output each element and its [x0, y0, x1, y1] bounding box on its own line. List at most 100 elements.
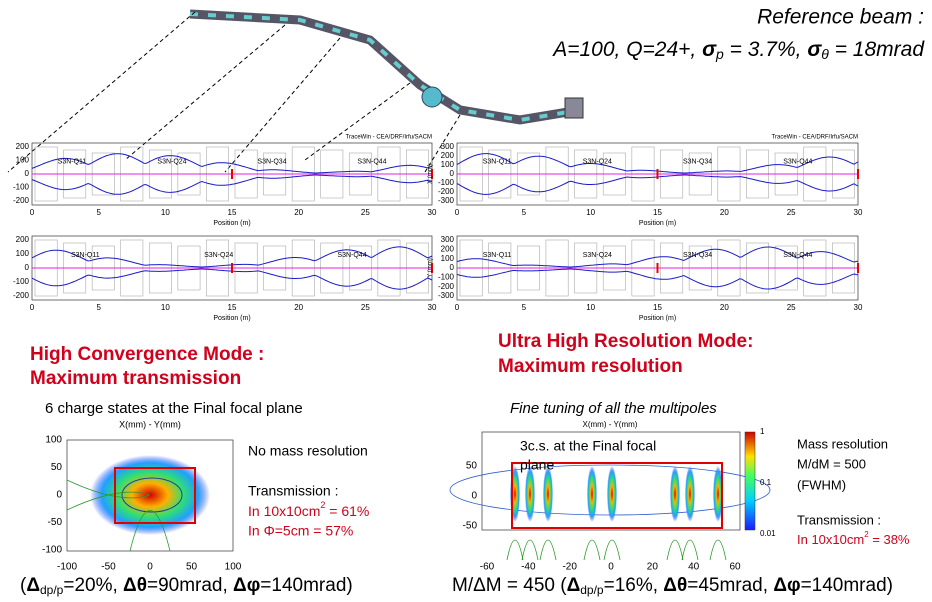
- y-tick-label: -100: [42, 545, 62, 556]
- y-tick-label: 0: [56, 490, 62, 501]
- peak: [685, 466, 695, 522]
- annotation: 3c.s. at the Final focal: [520, 438, 656, 454]
- y-tick-label: -200: [438, 187, 455, 196]
- x-axis-label: Position (m): [639, 315, 676, 322]
- x-tick-label: 10: [161, 208, 170, 217]
- y-tick-label: -200: [13, 196, 30, 205]
- quad-label: S3N-Q34: [683, 158, 712, 165]
- transmission-value: In 10x10cm2 = 61%: [248, 500, 369, 518]
- x-axis-label: Position (m): [639, 220, 676, 227]
- x-tick-label: 15: [228, 303, 237, 312]
- x-tick-label: 40: [688, 562, 700, 573]
- envelope-plot: S3N-Q11 S3N-Q24 S3N-Q34 S3N-Q443002001000-1…: [428, 135, 863, 227]
- peak: [587, 466, 597, 522]
- y-tick-label: 0: [25, 263, 30, 272]
- x-tick-label: 20: [294, 208, 303, 217]
- x-tick-label: -20: [562, 562, 577, 573]
- x-tick-label: 5: [522, 303, 527, 312]
- envelope: [31, 153, 433, 174]
- scatter-plot: [449, 431, 771, 561]
- quad-label: S3N-Q11: [58, 158, 87, 165]
- x-tick-label: 10: [586, 208, 595, 217]
- quad-label: S3N-Q44: [337, 252, 366, 259]
- plot-title: X(mm) - Y(mm): [119, 419, 181, 429]
- y-tick-label: 300: [441, 235, 455, 244]
- y-tick-label: -200: [13, 291, 30, 300]
- x-tick-label: 25: [787, 208, 796, 217]
- peak: [713, 466, 723, 522]
- x-tick-label: 25: [787, 303, 796, 312]
- colorbar-label: 0.01: [760, 529, 776, 538]
- x-tick-label: 50: [186, 562, 198, 573]
- x-tick-label: 10: [586, 303, 595, 312]
- transmission-value: In Φ=5cm = 57%: [248, 523, 353, 539]
- quad-label: S3N-Q11: [483, 158, 512, 165]
- y-tick-label: -300: [438, 196, 455, 205]
- y-tick-label: 50: [466, 461, 478, 472]
- x-tick-label: 0: [455, 208, 460, 217]
- projection: [681, 539, 699, 561]
- x-tick-label: 60: [729, 562, 741, 573]
- y-tick-label: -100: [13, 277, 30, 286]
- projection: [603, 539, 621, 561]
- y-tick-label: 0: [471, 491, 477, 502]
- y-axis-label: X (mm): [428, 164, 434, 184]
- x-tick-label: 25: [361, 208, 370, 217]
- colorbar-label: 1: [760, 427, 765, 436]
- header-line1: Reference beam :: [757, 6, 924, 29]
- scatter-plot: [66, 439, 234, 552]
- x-axis-label: Position (m): [213, 315, 250, 322]
- mode-title: Ultra High Resolution Mode:: [498, 331, 753, 352]
- y-tick-label: -50: [48, 517, 63, 528]
- x-tick-label: 0: [608, 562, 614, 573]
- quad-label: S3N-Q44: [783, 158, 812, 165]
- transmission-value: In 10x10cm2 = 38%: [797, 530, 910, 547]
- x-tick-label: 0: [30, 303, 35, 312]
- x-axis-label: Position (m): [213, 220, 250, 227]
- quad-label: S3N-Q24: [157, 158, 186, 165]
- x-tick-label: 0: [30, 208, 35, 217]
- x-tick-label: 30: [428, 303, 437, 312]
- transmission: Transmission :: [248, 483, 339, 499]
- projection: [506, 539, 524, 561]
- y-tick-label: 200: [441, 244, 455, 253]
- x-tick-label: 20: [720, 303, 729, 312]
- y-tick-label: 50: [51, 462, 63, 473]
- x-tick-label: 15: [653, 208, 662, 217]
- peak: [525, 466, 535, 522]
- x-tick-label: -60: [480, 562, 495, 573]
- x-tick-label: 30: [428, 208, 437, 217]
- mode-title: Maximum transmission: [30, 368, 241, 389]
- envelope-plot: S3N-Q11 S3N-Q24 S3N-Q34 S3N-Q442001000-100-…: [13, 135, 437, 227]
- x-tick-label: -50: [101, 562, 116, 573]
- subtitle: 6 charge states at the Final focal plane: [45, 400, 303, 417]
- y-tick-label: 300: [441, 142, 455, 151]
- y-tick-label: -200: [438, 282, 455, 291]
- x-tick-label: 20: [720, 208, 729, 217]
- beamline: [189, 9, 584, 125]
- y-tick-label: 200: [16, 235, 30, 244]
- peak: [670, 466, 680, 522]
- quad-label: S3N-Q34: [683, 252, 712, 259]
- callout-arrows: [7, 11, 461, 173]
- x-tick-label: 100: [225, 562, 242, 573]
- footer: M/ΔM = 450 (Δdp/p=16%, Δθ=45mrad, Δφ=140…: [452, 575, 893, 597]
- footer: (Δdp/p=20%, Δθ=90mrad, Δφ=140mrad): [20, 575, 353, 597]
- subtitle: Fine tuning of all the multipoles: [510, 400, 717, 417]
- envelope-plot: S3N-Q11 S3N-Q24 S3N-Q34 S3N-Q443002001000-1…: [428, 235, 863, 322]
- envelope: [31, 174, 433, 195]
- quad-label: S3N-Q11: [483, 252, 512, 259]
- x-tick-label: 5: [96, 303, 101, 312]
- x-tick-label: 0: [455, 303, 460, 312]
- envelope: [456, 246, 859, 268]
- y-tick-label: -50: [463, 521, 478, 532]
- y-tick-label: 100: [16, 249, 30, 258]
- y-tick-label: 0: [450, 169, 455, 178]
- projection: [666, 539, 684, 561]
- projection: [521, 539, 539, 561]
- note: M/dM = 500: [797, 456, 866, 471]
- y-tick-label: 0: [25, 169, 30, 178]
- y-tick-label: -100: [438, 272, 455, 281]
- y-tick-label: -300: [438, 291, 455, 300]
